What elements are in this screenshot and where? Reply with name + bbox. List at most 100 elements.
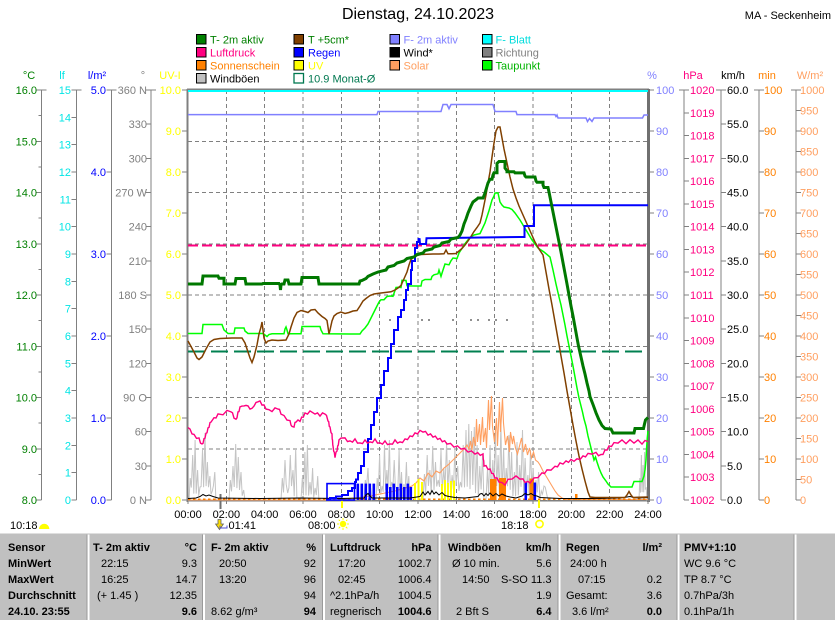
svg-text:5.0: 5.0 <box>166 290 181 302</box>
svg-text:18:00: 18:00 <box>519 509 547 521</box>
svg-text:24.10. 23:55: 24.10. 23:55 <box>8 606 70 618</box>
svg-text:80: 80 <box>656 167 668 179</box>
svg-text:300: 300 <box>129 153 147 165</box>
svg-text:UV: UV <box>308 61 324 73</box>
svg-text:20:50: 20:50 <box>219 558 247 570</box>
svg-text:16:00: 16:00 <box>481 509 509 521</box>
svg-text:14:00: 14:00 <box>443 509 471 521</box>
svg-text:T- 2m aktiv: T- 2m aktiv <box>93 542 151 554</box>
svg-text:MinWert: MinWert <box>8 558 52 570</box>
svg-text:850: 850 <box>800 147 818 159</box>
svg-text:2.0: 2.0 <box>91 331 106 343</box>
svg-text:6.0: 6.0 <box>166 249 181 261</box>
svg-text:250: 250 <box>800 393 818 405</box>
svg-text:600: 600 <box>800 249 818 261</box>
svg-text:15: 15 <box>59 85 71 97</box>
svg-text:08:00: 08:00 <box>328 509 356 521</box>
svg-text:0.2: 0.2 <box>647 574 662 586</box>
svg-text:Luftdruck: Luftdruck <box>210 48 256 60</box>
svg-text:12:00: 12:00 <box>404 509 432 521</box>
svg-text:02:00: 02:00 <box>213 509 241 521</box>
svg-text:1018: 1018 <box>690 131 714 143</box>
svg-text:60: 60 <box>135 427 147 439</box>
svg-text:10:18: 10:18 <box>10 520 38 532</box>
svg-text:10.0: 10.0 <box>16 393 37 405</box>
svg-text:200: 200 <box>800 413 818 425</box>
svg-text:50: 50 <box>656 290 668 302</box>
svg-text:MA - Seckenheim: MA - Seckenheim <box>745 10 831 22</box>
svg-text:7: 7 <box>65 304 71 316</box>
svg-text:14: 14 <box>59 112 71 124</box>
svg-text:1: 1 <box>65 468 71 480</box>
svg-text:0: 0 <box>800 495 806 507</box>
svg-text:450: 450 <box>800 311 818 323</box>
svg-text:1004.5: 1004.5 <box>398 590 432 602</box>
svg-text:5.0: 5.0 <box>91 85 106 97</box>
svg-text:08:00: 08:00 <box>308 520 336 532</box>
svg-text:04:00: 04:00 <box>251 509 279 521</box>
svg-text:Sensor: Sensor <box>8 542 46 554</box>
svg-text:1020: 1020 <box>690 85 714 97</box>
svg-text:1012: 1012 <box>690 267 714 279</box>
svg-text:11: 11 <box>60 194 71 206</box>
svg-text:1005: 1005 <box>690 427 714 439</box>
svg-text:14.0: 14.0 <box>16 188 37 200</box>
svg-text:1000: 1000 <box>800 85 824 97</box>
svg-text:6.4: 6.4 <box>536 606 552 618</box>
svg-text:Dienstag, 24.10.2023: Dienstag, 24.10.2023 <box>342 6 494 23</box>
svg-text:F- 2m aktiv: F- 2m aktiv <box>404 35 459 47</box>
svg-text:30: 30 <box>764 372 776 384</box>
svg-text:24:00: 24:00 <box>634 509 662 521</box>
svg-text:1006.4: 1006.4 <box>398 574 432 586</box>
svg-text:Durchschnitt: Durchschnitt <box>8 590 76 602</box>
svg-text:96: 96 <box>304 574 316 586</box>
svg-text:5.6: 5.6 <box>536 558 551 570</box>
svg-text:0.7hPa/3h: 0.7hPa/3h <box>684 590 734 602</box>
svg-text:8.0: 8.0 <box>22 495 37 507</box>
svg-text:°C: °C <box>185 542 197 554</box>
svg-text:3.6 l/m²: 3.6 l/m² <box>572 606 609 618</box>
svg-text:20:00: 20:00 <box>558 509 586 521</box>
svg-text:hPa: hPa <box>683 70 703 82</box>
svg-text:0.1hPa/1h: 0.1hPa/1h <box>684 606 734 618</box>
svg-text:10: 10 <box>764 454 776 466</box>
svg-text:550: 550 <box>800 270 818 282</box>
svg-text:210: 210 <box>129 256 147 268</box>
svg-text:regnerisch: regnerisch <box>330 606 381 618</box>
svg-text:F- 2m aktiv: F- 2m aktiv <box>211 542 269 554</box>
svg-text:4.0: 4.0 <box>166 331 181 343</box>
svg-text:100: 100 <box>764 85 782 97</box>
svg-text:50: 50 <box>800 475 812 487</box>
svg-text:10.0: 10.0 <box>727 427 748 439</box>
svg-text:90: 90 <box>656 126 668 138</box>
svg-text:180 S: 180 S <box>118 290 147 302</box>
svg-text:00:00: 00:00 <box>174 509 202 521</box>
svg-text:30: 30 <box>656 372 668 384</box>
svg-text:92: 92 <box>304 558 316 570</box>
svg-text:40: 40 <box>764 331 776 343</box>
svg-text:16:25: 16:25 <box>101 574 129 586</box>
svg-text:100: 100 <box>800 454 818 466</box>
svg-text:40.0: 40.0 <box>727 222 748 234</box>
svg-text:30.0: 30.0 <box>727 290 748 302</box>
svg-text:0.0: 0.0 <box>91 495 106 507</box>
svg-text:3: 3 <box>65 413 71 425</box>
svg-text:T +5cm*: T +5cm* <box>308 35 350 47</box>
svg-text:2: 2 <box>65 440 71 452</box>
svg-text:20.0: 20.0 <box>727 358 748 370</box>
svg-text:240: 240 <box>129 222 147 234</box>
svg-text:1002: 1002 <box>690 495 714 507</box>
svg-text:14:50: 14:50 <box>462 574 490 586</box>
svg-text:1019: 1019 <box>690 108 714 120</box>
svg-text:0.0: 0.0 <box>647 606 662 618</box>
svg-text:400: 400 <box>800 331 818 343</box>
svg-text:17:20: 17:20 <box>338 558 366 570</box>
svg-text:10:00: 10:00 <box>366 509 394 521</box>
svg-text:hPa: hPa <box>411 542 432 554</box>
svg-text:Luftdruck: Luftdruck <box>330 542 382 554</box>
svg-text:40: 40 <box>656 331 668 343</box>
svg-text:50.0: 50.0 <box>727 153 748 165</box>
svg-text:22:00: 22:00 <box>596 509 624 521</box>
svg-text:1007: 1007 <box>690 381 714 393</box>
svg-text:30: 30 <box>135 461 147 473</box>
